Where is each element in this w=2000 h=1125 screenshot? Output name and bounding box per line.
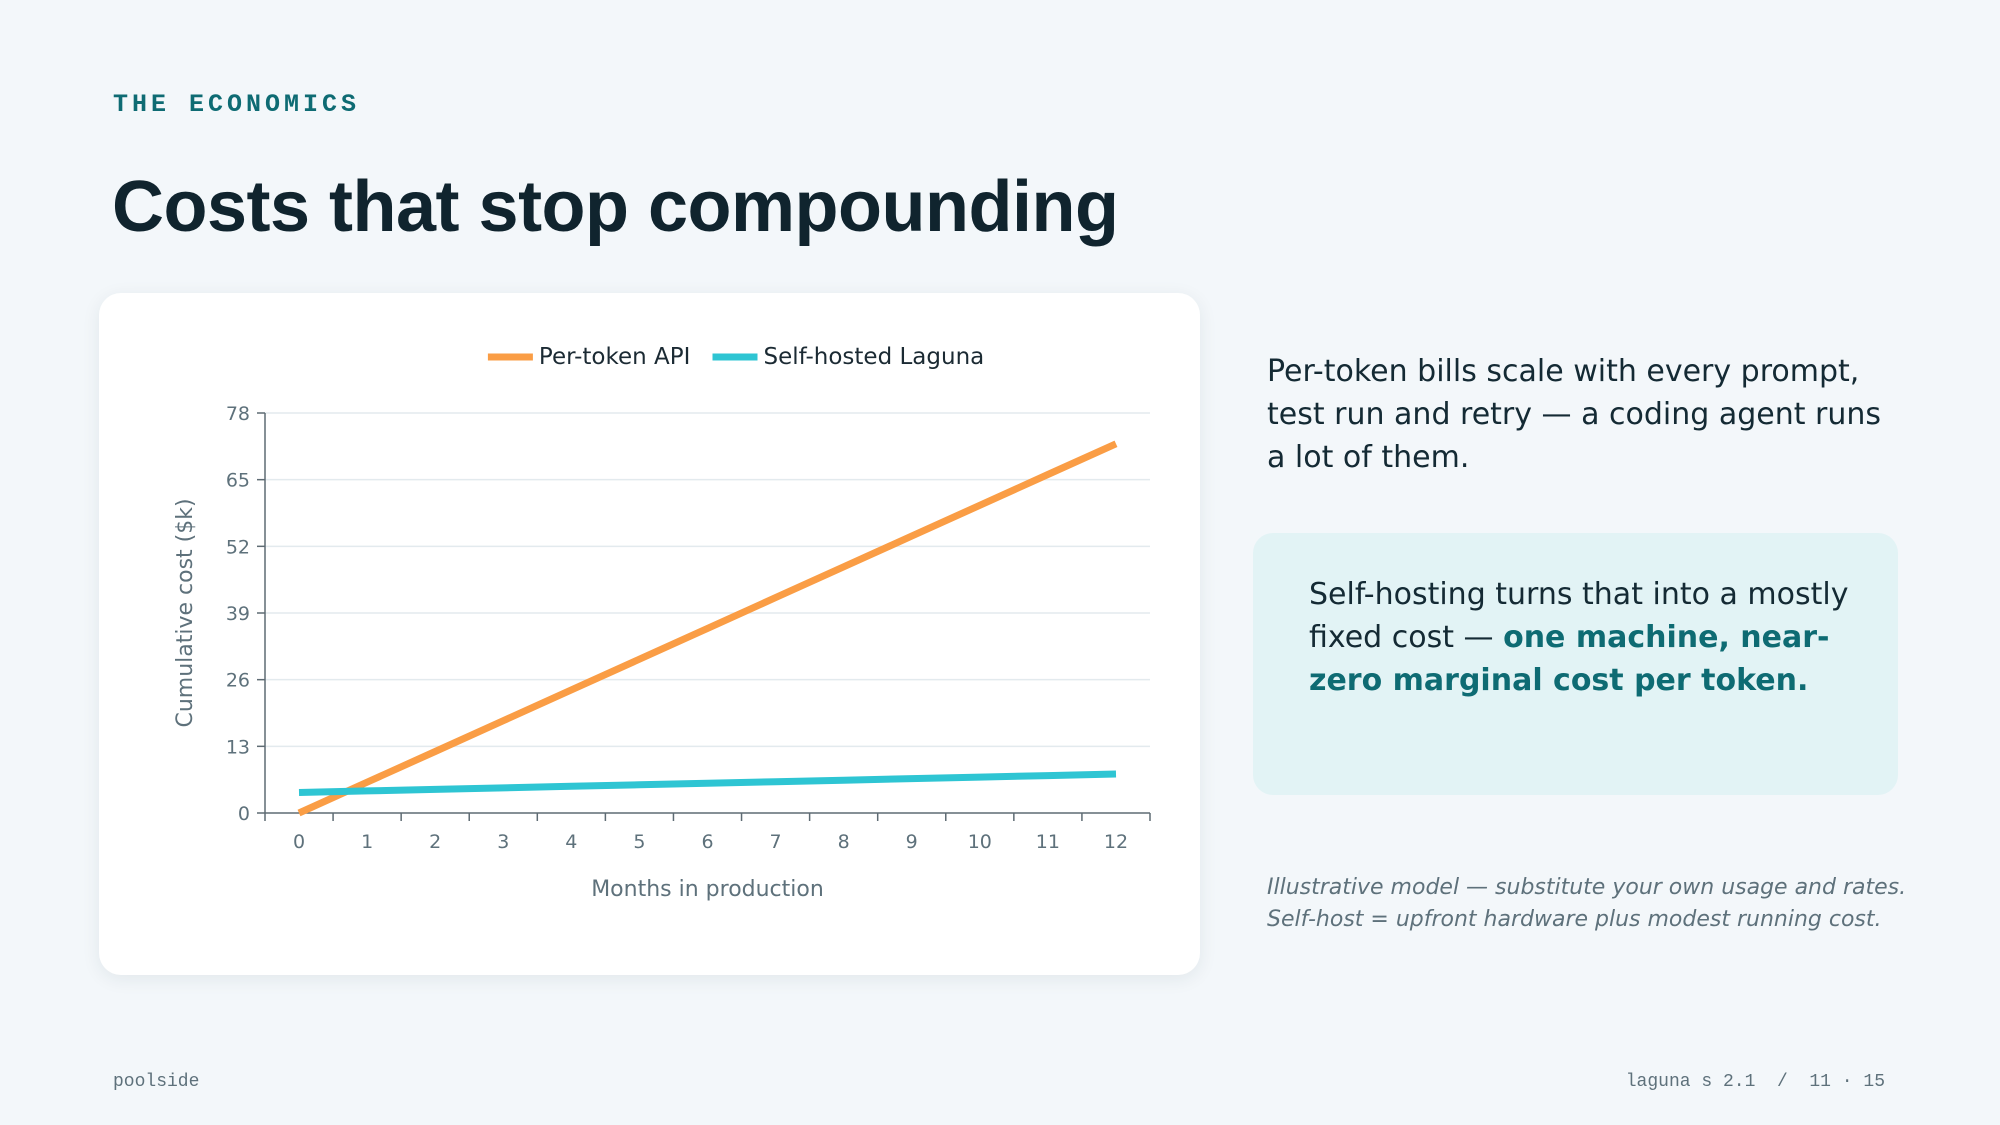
footer-deck-info: laguna s 2.1 / 11 · 15 xyxy=(1625,1072,1885,1092)
callout-plain-text: Self-hosting turns that into a mostly fi… xyxy=(1309,577,1849,655)
y-tick-label: 39 xyxy=(226,603,250,625)
x-tick-label: 1 xyxy=(361,831,373,853)
intro-paragraph: Per-token bills scale with every prompt,… xyxy=(1267,354,1882,475)
y-axis-title: Cumulative cost ($k) xyxy=(173,498,198,727)
x-tick-label: 0 xyxy=(293,831,305,853)
x-tick-label: 6 xyxy=(701,831,713,853)
y-tick-label: 65 xyxy=(226,470,250,492)
callout-text: Self-hosting turns that into a mostly fi… xyxy=(1309,573,1869,702)
x-axis-title: Months in production xyxy=(591,877,824,902)
chart-card: 0 13 26 39 52 65 78 0 1 2 3 4 5 6 7 8 9 10 11 12 Months in p… xyxy=(99,293,1200,975)
footnote-line-2: Self-host = upfront hardware plus modest… xyxy=(1267,907,1882,932)
y-tick-label: 0 xyxy=(238,803,250,825)
x-tick-label: 9 xyxy=(906,831,918,853)
callout-emphasis-text: one machine, near-zero marginal cost per… xyxy=(1309,620,1830,698)
legend-label: Self-hosted Laguna xyxy=(764,344,985,370)
footnote: Illustrative model — substitute your own… xyxy=(1267,872,1927,936)
y-tick-label: 78 xyxy=(226,403,250,425)
x-tick-label: 5 xyxy=(633,831,645,853)
footnote-line-1: Illustrative model — substitute your own… xyxy=(1267,875,1907,900)
section-eyebrow: THE ECONOMICS xyxy=(113,90,361,119)
x-tick-label: 3 xyxy=(497,831,509,853)
y-tick-label: 13 xyxy=(226,736,250,758)
x-tick-label: 11 xyxy=(1036,831,1060,853)
x-tick-label: 7 xyxy=(770,831,782,853)
footer-brand: poolside xyxy=(113,1072,200,1092)
x-tick-label: 4 xyxy=(565,831,577,853)
x-tick-label: 8 xyxy=(838,831,850,853)
legend-label: Per-token API xyxy=(539,344,691,370)
slide-title: Costs that stop compounding xyxy=(112,167,1119,247)
series-line-per-token-api xyxy=(297,440,1118,817)
x-tick-label: 10 xyxy=(968,831,992,853)
x-tick-label: 12 xyxy=(1104,831,1128,853)
callout-box: Self-hosting turns that into a mostly fi… xyxy=(1253,533,1898,795)
y-tick-label: 26 xyxy=(226,670,250,692)
y-tick-label: 52 xyxy=(226,536,250,558)
series-line-self-hosted-laguna xyxy=(298,770,1117,796)
x-tick-label: 2 xyxy=(429,831,441,853)
